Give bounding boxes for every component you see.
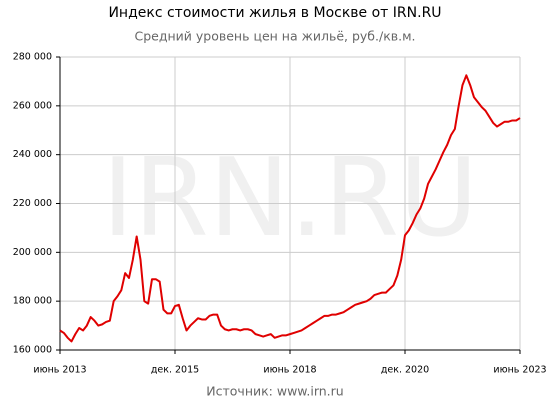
x-tick-label: июнь 2018 bbox=[263, 365, 316, 376]
x-tick-label: июнь 2023 bbox=[493, 365, 546, 376]
y-tick-label: 220 000 bbox=[13, 198, 52, 209]
chart-subtitle: Средний уровень цен на жильё, руб./кв.м. bbox=[135, 29, 416, 44]
x-tick-label: дек. 2020 bbox=[381, 365, 429, 376]
y-tick-label: 240 000 bbox=[13, 149, 52, 160]
chart-title: Индекс стоимости жилья в Москве от IRN.R… bbox=[108, 5, 441, 21]
data-line bbox=[59, 74, 521, 343]
y-tick-label: 160 000 bbox=[13, 345, 52, 356]
y-tick-label: 280 000 bbox=[13, 52, 52, 63]
x-tick-label: июнь 2013 bbox=[33, 365, 86, 376]
x-tick-label: дек. 2015 bbox=[151, 365, 199, 376]
y-tick-label: 180 000 bbox=[13, 296, 52, 307]
source: Источник: www.irn.ru bbox=[206, 384, 343, 399]
y-tick-label: 260 000 bbox=[13, 100, 52, 111]
y-tick-label: 200 000 bbox=[13, 247, 52, 258]
